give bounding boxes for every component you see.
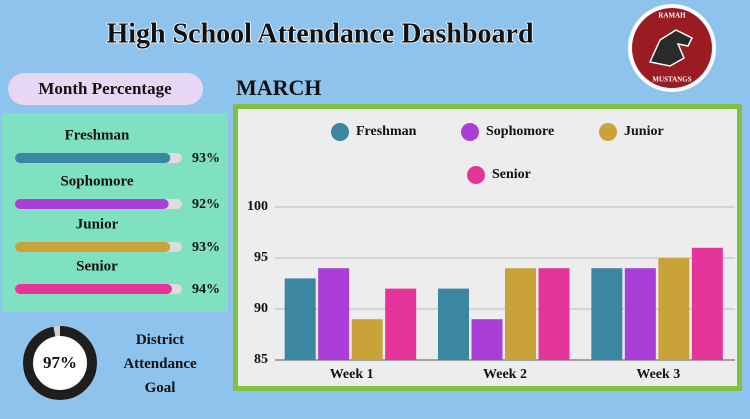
progress-value: 94% — [192, 282, 220, 297]
progress-value: 93% — [192, 240, 220, 255]
progress-label: Senior — [76, 258, 118, 274]
month-pill — [8, 73, 203, 105]
progress-value: 93% — [192, 151, 220, 166]
goal-title: District Attendance Goal — [123, 332, 197, 396]
bar — [658, 258, 690, 360]
progress-value: 92% — [192, 197, 220, 212]
bar — [318, 268, 350, 360]
logo-bottom-text: MUSTANGS — [652, 76, 691, 84]
progress-bar — [15, 284, 172, 294]
bar — [691, 247, 723, 360]
bar — [351, 319, 383, 360]
bar — [471, 319, 503, 360]
progress-bar — [15, 153, 171, 163]
bar — [591, 268, 623, 360]
x-tick-label: Week 2 — [483, 367, 527, 382]
donut-label: 97% — [43, 353, 77, 372]
logo-top-text: RAMAH — [658, 12, 686, 20]
legend-label: Sophomore — [486, 124, 554, 139]
legend-swatch — [599, 123, 617, 141]
legend-swatch — [331, 123, 349, 141]
legend-swatch — [467, 166, 485, 184]
y-tick-label: 100 — [247, 199, 268, 214]
y-tick-label: 95 — [254, 250, 268, 265]
donut-arc — [23, 326, 97, 400]
progress-label: Freshman — [65, 127, 130, 143]
legend-swatch — [461, 123, 479, 141]
legend-label: Senior — [492, 167, 531, 182]
y-tick-label: 85 — [254, 352, 268, 367]
x-tick-label: Week 1 — [330, 367, 374, 382]
progress-label: Sophomore — [60, 173, 133, 189]
month-panel — [2, 113, 228, 312]
bar — [385, 288, 417, 360]
month-title: Month Percentage — [38, 79, 172, 98]
legend-label: Freshman — [356, 124, 417, 139]
bar — [505, 268, 536, 360]
dashboard-title: High School Attendance Dashboard — [106, 18, 533, 49]
x-tick-label: Week 3 — [636, 367, 680, 382]
progress-label: Junior — [76, 216, 119, 232]
legend-label: Junior — [624, 124, 664, 139]
bar — [538, 268, 570, 360]
chart-title: MARCH — [236, 75, 322, 100]
bar — [438, 288, 469, 360]
logo: RAMAH MUSTANGS — [628, 4, 716, 92]
bar — [624, 268, 656, 360]
progress-bar — [15, 242, 171, 252]
logo-horse — [648, 29, 694, 67]
y-tick-label: 90 — [254, 301, 268, 316]
progress-bar — [15, 199, 169, 209]
bar — [284, 278, 316, 360]
